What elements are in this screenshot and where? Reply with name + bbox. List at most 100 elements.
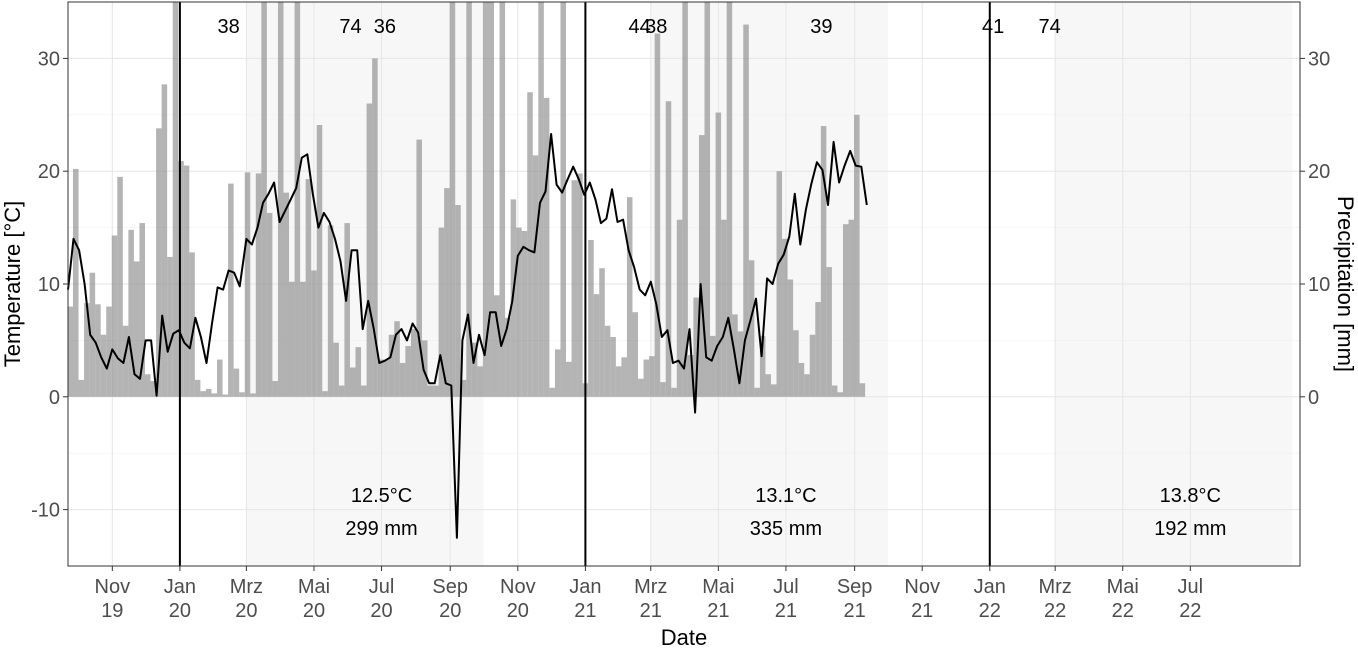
precipitation-bar xyxy=(338,385,345,397)
precipitation-bar xyxy=(820,126,827,397)
x-tick-label-year: 21 xyxy=(775,600,797,622)
precipitation-bar xyxy=(283,192,290,397)
x-tick-label-year: 22 xyxy=(979,600,1001,622)
precipitation-bar xyxy=(438,227,445,397)
precipitation-bar xyxy=(211,393,218,397)
clipped-bar-label: 41 xyxy=(982,16,1004,38)
precipitation-bar xyxy=(848,219,855,397)
precipitation-bar xyxy=(460,379,467,397)
precipitation-bar xyxy=(383,359,389,397)
precipitation-bar xyxy=(366,103,373,397)
precipitation-bar xyxy=(289,281,295,397)
precipitation-bar xyxy=(200,391,206,397)
precipitation-bar xyxy=(831,385,838,397)
precipitation-bar xyxy=(349,367,356,397)
precipitation-bar xyxy=(798,362,805,397)
precipitation-bar xyxy=(588,240,594,397)
precipitation-bar xyxy=(266,212,273,397)
precipitation-bar xyxy=(145,374,151,397)
precipitation-bar xyxy=(604,325,611,397)
precipitation-bar xyxy=(106,306,112,397)
precipitation-bar xyxy=(782,238,788,397)
precipitation-bar xyxy=(482,2,489,397)
precipitation-bar xyxy=(488,2,494,397)
x-tick-label-year: 20 xyxy=(370,600,392,622)
precipitation-bar xyxy=(300,281,306,397)
precipitation-bar xyxy=(776,171,783,397)
precipitation-bar xyxy=(554,349,561,397)
precipitation-bar xyxy=(737,331,744,397)
x-tick-label-year: 20 xyxy=(507,600,529,622)
precipitation-bar xyxy=(543,97,550,397)
precipitation-bar xyxy=(388,334,395,397)
y-left-tick-label: 30 xyxy=(38,48,60,70)
precipitation-bar xyxy=(743,24,749,397)
x-tick-label-month: Mrz xyxy=(1038,576,1071,598)
x-tick-label-month: Jul xyxy=(1178,576,1204,598)
precipitation-bar xyxy=(122,325,129,397)
x-tick-label-month: Jan xyxy=(569,576,601,598)
precipitation-bar xyxy=(809,334,816,397)
precipitation-bar xyxy=(754,387,760,397)
x-tick-label-year: 22 xyxy=(1179,600,1201,622)
precipitation-bar xyxy=(804,374,810,397)
precipitation-bar xyxy=(632,312,639,397)
y-right-tick-label: 10 xyxy=(1308,274,1330,296)
precipitation-bar xyxy=(493,295,500,397)
x-tick-label-month: Nov xyxy=(95,576,131,598)
precipitation-bar xyxy=(117,176,123,397)
precipitation-bar xyxy=(305,179,312,397)
precipitation-bar xyxy=(399,362,406,397)
precipitation-bar xyxy=(183,165,190,397)
precipitation-bar xyxy=(421,340,428,397)
precipitation-bar xyxy=(787,279,794,397)
x-tick-label-year: 22 xyxy=(1112,600,1134,622)
precipitation-bar xyxy=(682,2,688,397)
precipitation-bar xyxy=(710,335,716,397)
year-mean-temperature: 12.5°C xyxy=(351,485,412,507)
precipitation-bar xyxy=(649,356,655,397)
clipped-bar-label: 38 xyxy=(645,16,667,38)
y-left-tick-label: 20 xyxy=(38,161,60,183)
precipitation-bar xyxy=(294,2,301,397)
precipitation-bar xyxy=(228,183,234,397)
y-axis-right-title: Precipitation [mm] xyxy=(1333,196,1358,372)
precipitation-bar xyxy=(660,382,666,397)
precipitation-bar xyxy=(748,260,755,397)
precipitation-bar xyxy=(161,84,168,397)
precipitation-bar xyxy=(615,366,622,397)
clipped-bar-label: 39 xyxy=(810,16,832,38)
precipitation-bar xyxy=(156,128,162,397)
precipitation-bar xyxy=(643,359,650,397)
precipitation-bar xyxy=(217,359,223,397)
clipped-bar-label: 44 xyxy=(629,16,651,38)
precipitation-bar xyxy=(654,33,661,397)
precipitation-bar xyxy=(89,272,96,397)
precipitation-bar xyxy=(244,172,251,397)
precipitation-bar xyxy=(593,294,600,397)
precipitation-bar xyxy=(765,374,771,397)
temperature-line xyxy=(67,133,868,539)
precipitation-bar xyxy=(255,173,262,397)
precipitation-bar xyxy=(205,388,212,397)
year-annotations: 12.5°C 299 mm 13.1°C 335 mm 13.8°C 192 mm xyxy=(345,485,1226,540)
precipitation-bar xyxy=(272,381,278,397)
precipitation-bar xyxy=(577,173,583,397)
precipitation-bar xyxy=(665,101,672,397)
year-lines xyxy=(178,2,991,566)
year-mean-temperature: 13.8°C xyxy=(1160,485,1221,507)
precipitation-bar xyxy=(505,317,511,397)
precipitation-bar xyxy=(859,383,866,397)
clipped-bar-label: 74 xyxy=(339,16,361,38)
precipitation-bar xyxy=(698,135,705,397)
y-right-tick-label: 0 xyxy=(1308,387,1319,409)
x-tick-label-year: 20 xyxy=(235,600,257,622)
precipitation-bar xyxy=(167,256,173,397)
x-tick-label-year: 19 xyxy=(101,600,123,622)
precipitation-bar xyxy=(133,261,140,397)
precipitation-bar xyxy=(84,303,90,397)
precipitation-bar xyxy=(693,297,699,397)
precipitation-bar xyxy=(549,387,555,397)
precipitation-bar xyxy=(111,235,118,397)
precipitation-bar xyxy=(455,205,461,397)
